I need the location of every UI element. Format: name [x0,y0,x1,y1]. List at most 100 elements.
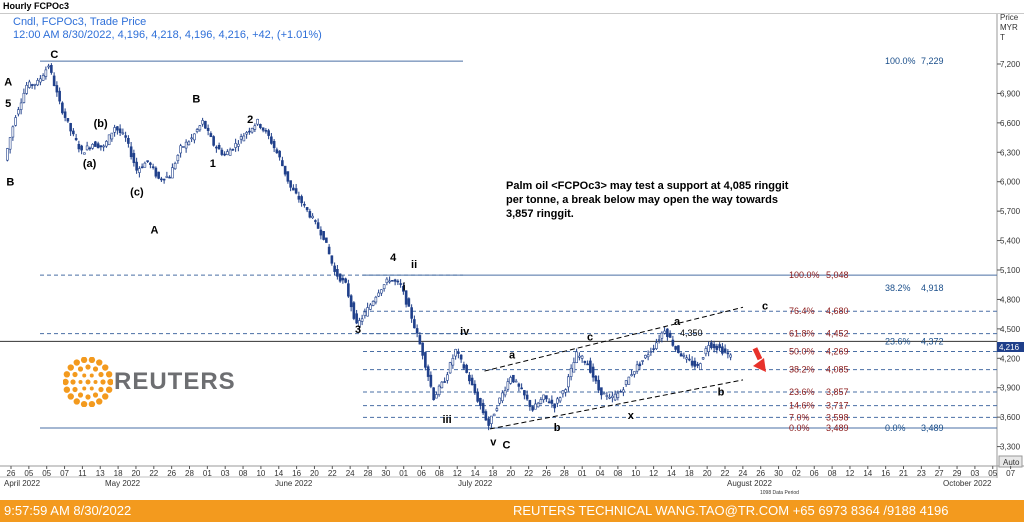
logo-dot [96,359,103,366]
candle-body [399,283,402,285]
fib-level-label: 0.0% [789,423,810,433]
wave-label: b [554,422,561,434]
logo-dot [85,394,91,400]
candle-body [380,289,383,294]
candle-body [129,146,133,158]
candle-body [646,354,650,358]
wave-label: c [587,332,593,344]
candle-body [542,394,545,400]
candle-body [171,167,174,179]
y-tick-label: 5,100 [1000,266,1021,275]
y-tick-label: 3,900 [1000,384,1021,393]
candle-body [693,360,697,367]
y-tick-label: 5,700 [1000,207,1021,216]
candle-body [215,146,218,149]
x-tick-label: 14 [471,469,480,478]
candle-body [490,415,493,424]
price-axis-title-2: MYR [1000,23,1018,32]
candle-body [575,351,578,364]
candle-body [195,129,199,132]
candle-body [184,141,188,149]
candle-body [465,364,468,373]
candle-body [250,127,254,133]
candle-body [446,374,449,381]
logo-dot [89,386,94,391]
candle-body [116,126,119,131]
x-tick-label: 16 [881,469,890,478]
candle-body [63,111,67,118]
candle-body [127,137,130,144]
candle-body [330,255,334,264]
candle-body [704,348,708,355]
candle-body [479,397,482,406]
logo-dot [72,371,78,378]
logo-dot [85,379,91,385]
fib-level-label: 14.6% [789,401,815,411]
candle-body [421,342,424,356]
candle-body [275,149,279,154]
candle-body [33,83,37,86]
month-label: July 2022 [458,479,493,488]
candle-body [349,295,353,308]
logo-dot [85,364,91,370]
x-tick-label: 20 [310,469,319,478]
footer-contact: REUTERS TECHNICAL WANG.TAO@TR.COM +65 69… [513,503,949,518]
fib-right-value: 7,229 [921,56,944,66]
month-label: May 2022 [105,479,141,488]
price-axis-title-1: Price [1000,14,1019,22]
candle-body [201,120,204,125]
x-tick-label: 24 [346,469,355,478]
candle-body [314,220,317,222]
candle-body [594,375,598,382]
candle-body [74,138,78,141]
x-tick-label: 29 [953,469,962,478]
candle-body [36,80,39,86]
candle-body [28,81,31,88]
x-tick-label: 18 [685,469,694,478]
candle-body [726,352,730,355]
candle-body [267,130,270,136]
fib-level-value: 5,048 [826,270,849,280]
fib-level-value: 3,598 [826,412,849,422]
candle-series [6,63,732,431]
x-tick-label: 16 [292,469,301,478]
x-tick-label: 14 [274,469,283,478]
y-tick-label: 6,000 [1000,178,1021,187]
x-tick-label: 23 [917,469,926,478]
peak-price-label: 4,350 [680,328,703,338]
candle-body [80,145,83,151]
wave-label: i [403,282,406,294]
logo-dot [92,392,99,398]
fib-right-label: 38.2% [885,283,911,293]
candle-body [220,149,224,155]
candle-body [388,280,391,283]
candle-body [666,328,669,337]
candle-body [8,137,12,150]
candle-body [300,196,303,204]
candle-body [272,141,276,149]
window-titlebar: Hourly FCPOc3 [0,0,1024,14]
price-chart[interactable]: Cndl, FCPOc3, Trade Price 12:00 AM 8/30/… [0,14,1024,500]
candle-body [217,144,221,150]
logo-dot [80,400,88,407]
month-label: April 2022 [4,479,41,488]
candle-body [630,374,633,377]
candle-body [597,379,600,391]
candle-body [352,302,356,319]
candle-body [690,360,694,366]
logo-dot [72,386,78,393]
candle-body [668,332,672,338]
annotation-line-3: 3,857 ringgit. [506,208,574,220]
logo-dot [63,371,71,378]
x-tick-label: 01 [203,469,212,478]
candle-body [14,117,17,126]
logo-dot [88,357,96,364]
down-arrow-icon [752,347,766,372]
candle-body [558,397,562,402]
candle-body [259,124,262,128]
candle-body [476,392,479,402]
logo-dot [70,379,76,385]
candle-body [286,171,290,182]
candle-body [234,143,237,148]
